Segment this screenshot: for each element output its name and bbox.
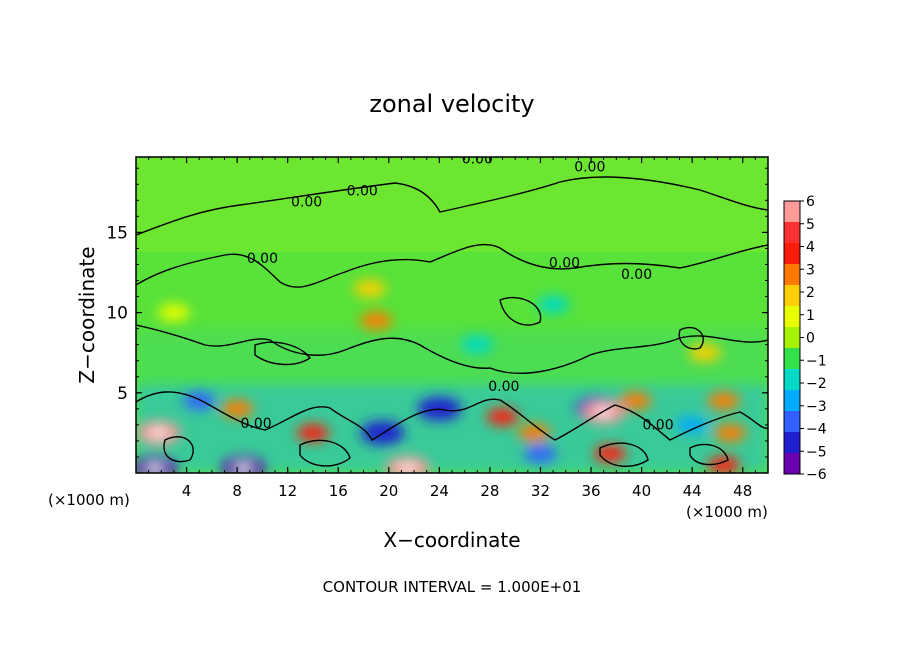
contour-label: 0.00 bbox=[247, 251, 278, 267]
x-axis: 4 8 12 16 20 24 28 32 36 40 44 48 bbox=[148, 157, 756, 500]
field-extremum bbox=[524, 444, 557, 463]
contour-labels: 0.00 0.00 0.00 0.00 0.00 0.00 0.00 0.00 0.00 0.00 bbox=[240, 151, 673, 434]
upper-band bbox=[136, 157, 768, 252]
colorbar-tick-label: −2 bbox=[806, 376, 827, 392]
field-extremum bbox=[296, 423, 329, 442]
x-axis-label: X−coordinate bbox=[383, 528, 520, 552]
colorbar-swatch bbox=[784, 411, 800, 433]
contour-line bbox=[599, 442, 649, 467]
x-tick-label: 48 bbox=[733, 482, 752, 500]
contour-label: 0.00 bbox=[574, 159, 605, 175]
field-extremum bbox=[594, 444, 626, 463]
y-tick-label: 15 bbox=[106, 223, 128, 243]
zero-contours bbox=[136, 176, 768, 467]
colorbar-swatch bbox=[784, 243, 800, 265]
mid-band bbox=[136, 330, 768, 390]
y-axis-label: Z−coordinate bbox=[75, 246, 99, 383]
field-peak bbox=[151, 428, 166, 437]
colorbar-tick-label: −1 bbox=[806, 353, 827, 369]
contour-label: 0.00 bbox=[240, 416, 271, 432]
field-extremum bbox=[707, 455, 740, 473]
colorbar-swatch bbox=[784, 453, 800, 475]
field-peak bbox=[400, 464, 415, 473]
colorbar-swatch bbox=[784, 369, 800, 391]
colorbar-tick-label: 2 bbox=[806, 285, 815, 301]
y-tick-label: 5 bbox=[117, 384, 128, 404]
colorbar-tick-label: −4 bbox=[806, 422, 827, 438]
chart-title: zonal velocity bbox=[369, 90, 534, 118]
field-extremum bbox=[353, 279, 386, 298]
x-tick-label: 24 bbox=[430, 482, 449, 500]
colorbar-tick-label: 1 bbox=[806, 308, 815, 324]
field-extremum bbox=[518, 423, 551, 442]
colorbar-tick-label: 3 bbox=[806, 262, 815, 278]
contour-line bbox=[163, 436, 194, 463]
colorbar-swatch bbox=[784, 390, 800, 412]
contour-label: 0.00 bbox=[347, 183, 378, 199]
x-tick-label: 8 bbox=[232, 482, 242, 500]
y-tick-label: 10 bbox=[106, 304, 128, 324]
colorbar-swatch bbox=[784, 306, 800, 328]
x-unit-label-left: (×1000 m) bbox=[48, 491, 130, 509]
colorbar: 6 5 4 3 2 1 0 −1 −2 −3 −4 −5 −6 bbox=[783, 194, 827, 483]
y-axis: 5 10 15 bbox=[106, 167, 768, 458]
colorbar-tick-label: −5 bbox=[806, 444, 827, 460]
field-extremum bbox=[157, 303, 190, 322]
field-extremum bbox=[461, 335, 494, 354]
plot-area: 0.00 0.00 0.00 0.00 0.00 0.00 0.00 0.00 0.00 0.00 bbox=[135, 151, 769, 474]
x-tick-label: 20 bbox=[379, 482, 398, 500]
contour-line bbox=[136, 324, 768, 374]
colorbar-swatch bbox=[784, 432, 800, 454]
x-tick-label: 12 bbox=[278, 482, 297, 500]
field-extremum bbox=[688, 343, 721, 362]
contour-line bbox=[136, 391, 768, 441]
field-extremum bbox=[707, 391, 740, 410]
contour-line bbox=[499, 296, 542, 326]
field-extremum bbox=[676, 415, 709, 434]
x-tick-label: 28 bbox=[480, 482, 499, 500]
field-extremum bbox=[537, 295, 570, 314]
colorbar-swatch bbox=[784, 348, 800, 370]
contour-line bbox=[689, 443, 729, 466]
contour-line bbox=[136, 243, 768, 288]
colorbar-swatch bbox=[784, 222, 800, 244]
field-extremum bbox=[360, 311, 393, 330]
x-tick-label: 44 bbox=[683, 482, 702, 500]
colorbar-tick-label: −6 bbox=[806, 467, 827, 483]
x-tick-label: 16 bbox=[329, 482, 348, 500]
contour-interval-note: CONTOUR INTERVAL = 1.000E+01 bbox=[323, 578, 582, 596]
contour-label: 0.00 bbox=[488, 379, 519, 395]
contour-line bbox=[299, 439, 351, 467]
colorbar-tick-label: 5 bbox=[806, 217, 815, 233]
colorbar-swatch bbox=[784, 285, 800, 307]
field-extremum bbox=[619, 391, 652, 410]
contour-label: 0.00 bbox=[621, 267, 652, 283]
contour-label: 0.00 bbox=[549, 256, 580, 272]
contour-line bbox=[136, 176, 768, 236]
colorbar-tick-label: 0 bbox=[806, 331, 815, 347]
colorbar-swatch bbox=[784, 264, 800, 286]
x-tick-label: 4 bbox=[182, 482, 192, 500]
field-extremum bbox=[221, 399, 254, 418]
field-peak bbox=[236, 464, 251, 473]
colorbar-tick-label: 6 bbox=[806, 194, 815, 210]
x-tick-label: 36 bbox=[581, 482, 600, 500]
field-extremum bbox=[183, 391, 216, 410]
contour-line bbox=[678, 326, 704, 350]
contour-label: 0.00 bbox=[462, 151, 493, 167]
contour-label: 0.00 bbox=[291, 195, 322, 211]
contour-label: 0.00 bbox=[642, 418, 673, 434]
contour-line bbox=[254, 341, 312, 366]
colorbar-tick-label: −3 bbox=[806, 399, 827, 415]
field-peak bbox=[147, 464, 162, 473]
x-unit-label-right: (×1000 m) bbox=[686, 503, 768, 521]
x-tick-label: 32 bbox=[531, 482, 550, 500]
field-extremum bbox=[486, 407, 519, 426]
field-extremum bbox=[714, 423, 747, 442]
colorbar-swatch bbox=[784, 327, 800, 349]
colorbar-tick-label: 4 bbox=[806, 240, 815, 256]
colorbar-swatch bbox=[784, 201, 800, 223]
x-tick-label: 40 bbox=[632, 482, 651, 500]
